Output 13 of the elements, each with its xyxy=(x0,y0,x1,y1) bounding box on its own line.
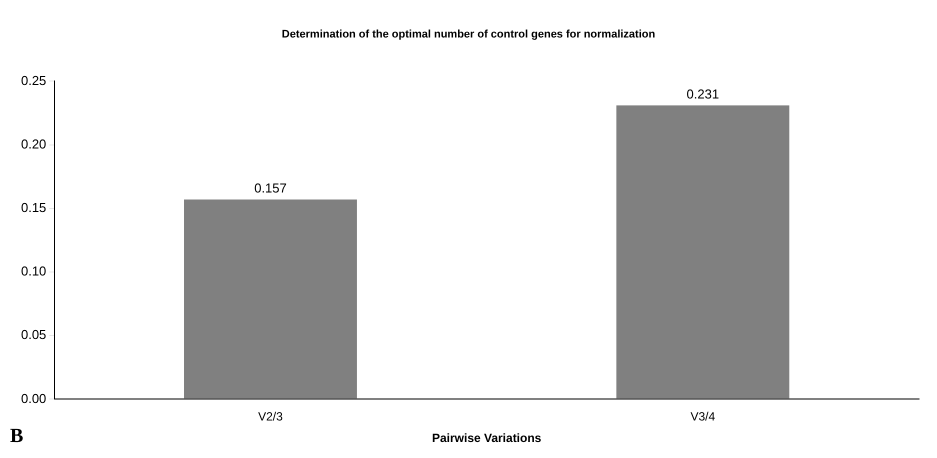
chart-title: Determination of the optimal number of control genes for normalization xyxy=(282,28,656,41)
y-tick-label: 0.25 xyxy=(20,72,46,88)
data-label: 0.231 xyxy=(686,86,720,102)
x-tick-label: V2/3 xyxy=(258,410,284,424)
y-tick-label: 0.20 xyxy=(20,136,46,152)
text: B xyxy=(10,425,24,447)
y-tick-label: 0.05 xyxy=(20,327,46,342)
x-tick-label: V3/4 xyxy=(690,410,716,424)
y-tick-label: 0.15 xyxy=(20,200,46,215)
y-tick-label: 0.10 xyxy=(20,264,46,279)
x-axis-title: Pairwise Variations xyxy=(432,431,542,446)
data-label: 0.157 xyxy=(254,180,287,196)
y-tick-label: 0.00 xyxy=(20,390,46,406)
